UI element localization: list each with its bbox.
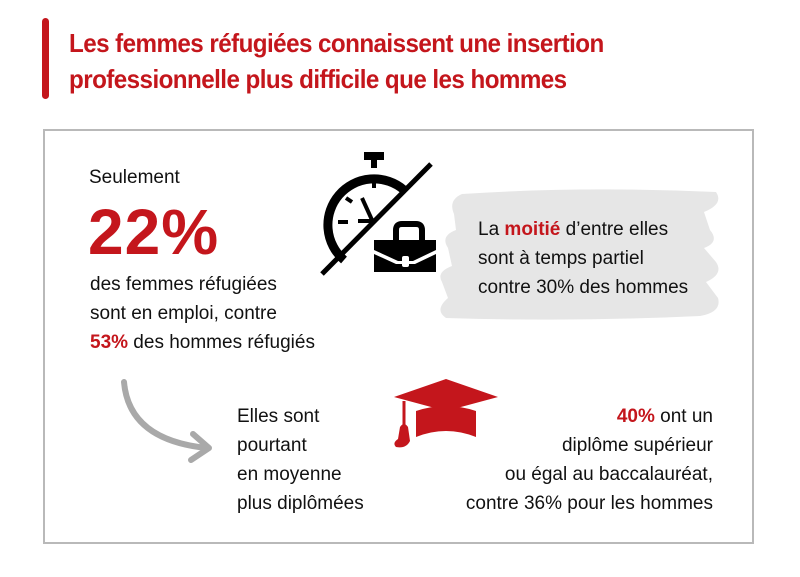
transition-line-2: pourtant [237,435,307,456]
employment-line-3: 53% des hommes réfugiés [90,332,315,353]
employment-line-2: sont en emploi, contre [90,303,277,324]
education-line-1: 40% ont un [616,406,713,427]
brush-stroke-background [440,189,719,320]
title-accent-bar [42,18,49,99]
title-line-1: Les femmes réfugiées connaissent une ins… [69,28,604,58]
employment-value: 22% [88,196,220,268]
page-title: Les femmes réfugiées connaissent une ins… [69,25,604,97]
transition-line-3: en moyenne [237,464,342,485]
part-time-line-3: contre 30% des hommes [478,277,689,298]
graduation-cap-icon [394,379,498,448]
education-line-3: ou égal au baccalauréat, [504,464,713,485]
transition-line-1: Elles sont [237,406,320,427]
transition-line-4: plus diplômées [237,493,364,514]
employment-line-1: des femmes réfugiées [90,274,277,295]
title-line-2: professionnelle plus difficile que les h… [69,64,567,94]
stopwatch-briefcase-crossed-icon [320,152,436,276]
education-line-2: diplôme supérieur [561,435,713,456]
men-employment-value: 53% [90,332,129,353]
education-line-4: contre 36% pour les hommes [465,493,713,514]
employment-intro: Seulement [89,167,180,188]
curved-arrow-icon [121,379,212,463]
part-time-highlight: moitié [504,219,561,240]
part-time-line-1: La moitié d’entre elles [478,219,669,240]
education-value: 40% [616,406,655,427]
part-time-line-2: sont à temps partiel [478,248,644,269]
